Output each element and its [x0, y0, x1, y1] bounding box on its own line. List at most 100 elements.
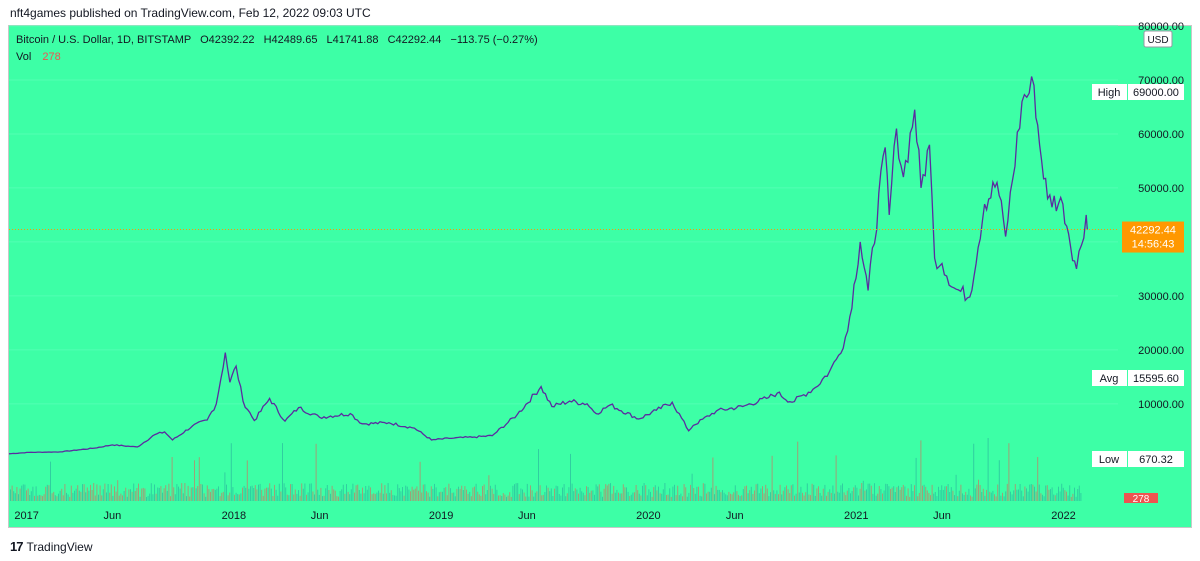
currency-label[interactable]: USD: [1143, 30, 1173, 48]
volume-bar: [710, 487, 712, 501]
volume-bar: [350, 489, 352, 501]
volume-bar: [850, 493, 851, 501]
volume-bar: [1043, 496, 1045, 501]
volume-bar: [150, 483, 152, 501]
volume-bar: [429, 496, 431, 501]
volume-bar: [992, 490, 994, 501]
legend-vol-value: 278: [42, 51, 60, 63]
volume-bar: [11, 485, 13, 501]
volume-bar: [66, 492, 67, 501]
volume-bar: [523, 492, 525, 501]
volume-bar: [1018, 489, 1019, 501]
volume-bar: [245, 487, 247, 501]
volume-bar: [946, 486, 947, 501]
volume-bar: [1035, 491, 1037, 501]
volume-bar: [874, 483, 875, 501]
volume-bar: [886, 484, 888, 501]
volume-bar: [726, 495, 728, 501]
volume-bar: [342, 484, 344, 501]
footer-branding[interactable]: 17 TradingView: [10, 539, 93, 554]
volume-bar: [952, 490, 954, 501]
volume-bar: [219, 496, 221, 501]
volume-bar: [685, 487, 687, 501]
volume-bar: [451, 492, 453, 501]
volume-bar: [602, 496, 603, 501]
volume-bar: [506, 496, 507, 501]
volume-bar: [133, 483, 135, 501]
volume-bar: [210, 491, 211, 501]
volume-bar: [1046, 485, 1048, 501]
volume-bar: [640, 495, 642, 501]
volume-badge: 278: [1124, 493, 1158, 505]
volume-bar: [715, 485, 717, 501]
volume-bar: [888, 486, 890, 501]
volume-bar: [315, 443, 317, 501]
volume-bar: [894, 492, 896, 501]
volume-bar: [979, 485, 981, 501]
volume-bar: [70, 485, 72, 501]
volume-bar: [680, 493, 682, 501]
volume-bar: [845, 495, 847, 501]
volume-bar: [237, 494, 239, 501]
volume-bar: [1008, 443, 1010, 501]
volume-bar: [811, 483, 813, 501]
time-axis[interactable]: 2017 Jun 2018 Jun 2019 Jun 2020 Jun 2021 Jun 2022: [14, 510, 1075, 522]
volume-bar: [149, 493, 151, 501]
price-scale-background[interactable]: [1118, 26, 1191, 501]
volume-bar: [381, 483, 383, 501]
volume-bar: [229, 492, 231, 501]
volume-bar: [627, 491, 629, 501]
brand-name: TradingView: [26, 539, 93, 554]
volume-bar: [624, 487, 626, 501]
volume-bar: [26, 490, 27, 501]
volume-bar: [982, 488, 984, 501]
volume-bar: [80, 491, 82, 501]
volume-bar: [614, 492, 616, 501]
volume-bar: [827, 491, 829, 501]
volume-bar: [402, 487, 403, 501]
volume-bar: [85, 492, 87, 501]
volume-bar: [542, 494, 544, 501]
volume-bar: [965, 491, 967, 501]
volume-bar: [742, 489, 744, 501]
volume-bar: [691, 473, 693, 501]
volume-bar: [981, 492, 983, 501]
volume-bar: [493, 493, 495, 501]
volume-bar: [898, 485, 899, 501]
volume-bar: [1026, 488, 1027, 501]
x-tick-label: 2017: [14, 510, 38, 522]
volume-bar: [698, 486, 699, 501]
volume-bar: [1030, 484, 1032, 501]
volume-bar: [571, 483, 573, 501]
volume-bar: [310, 483, 312, 501]
volume-bar: [326, 485, 328, 501]
volume-bar: [224, 472, 226, 501]
volume-bar: [661, 493, 663, 501]
volume-bar: [573, 491, 575, 501]
volume-bar: [443, 487, 445, 501]
x-tick-label: Jun: [103, 510, 121, 522]
volume-bar: [502, 493, 504, 501]
volume-bar: [613, 485, 615, 501]
volume-bar: [598, 484, 600, 501]
volume-bar: [206, 485, 208, 501]
volume-bar: [866, 489, 867, 501]
y-tick-label: 20000.00: [1138, 345, 1184, 357]
volume-bar: [909, 496, 911, 501]
volume-bar: [275, 489, 277, 501]
countdown-text: 14:56:43: [1132, 239, 1175, 251]
volume-bar: [925, 486, 927, 501]
legend-open: O42392.22: [200, 34, 254, 46]
volume-bar: [832, 485, 834, 501]
price-scale[interactable]: 10000.0020000.0030000.0040000.0050000.00…: [1138, 21, 1184, 411]
volume-bar: [802, 492, 803, 501]
time-axis-background[interactable]: [9, 501, 1191, 527]
volume-bar: [789, 493, 791, 501]
volume-bar: [349, 494, 351, 501]
volume-bar: [435, 487, 437, 501]
volume-bar: [822, 488, 824, 501]
volume-bar: [942, 489, 944, 501]
volume-bar: [648, 489, 650, 501]
volume-bar: [694, 493, 696, 501]
